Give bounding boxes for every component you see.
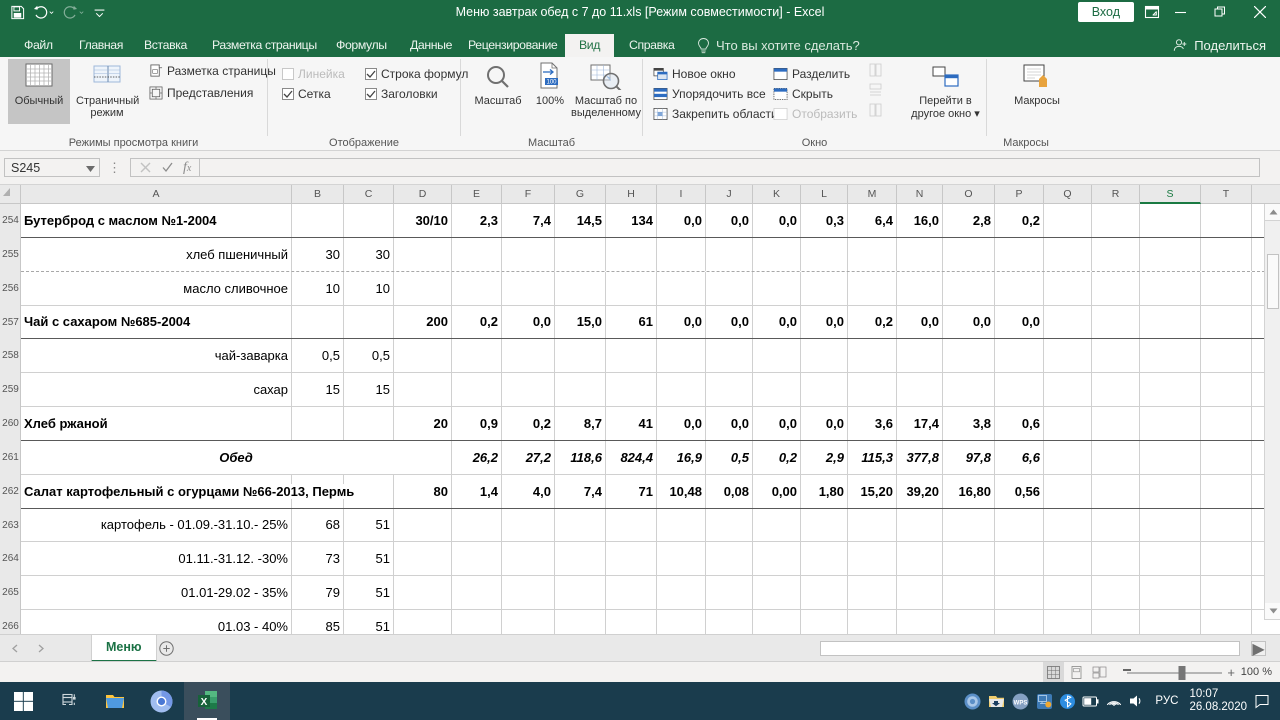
svg-text:X: X (201, 697, 208, 708)
svg-text:WPS: WPS (1014, 700, 1028, 706)
svg-text:100: 100 (546, 80, 557, 86)
